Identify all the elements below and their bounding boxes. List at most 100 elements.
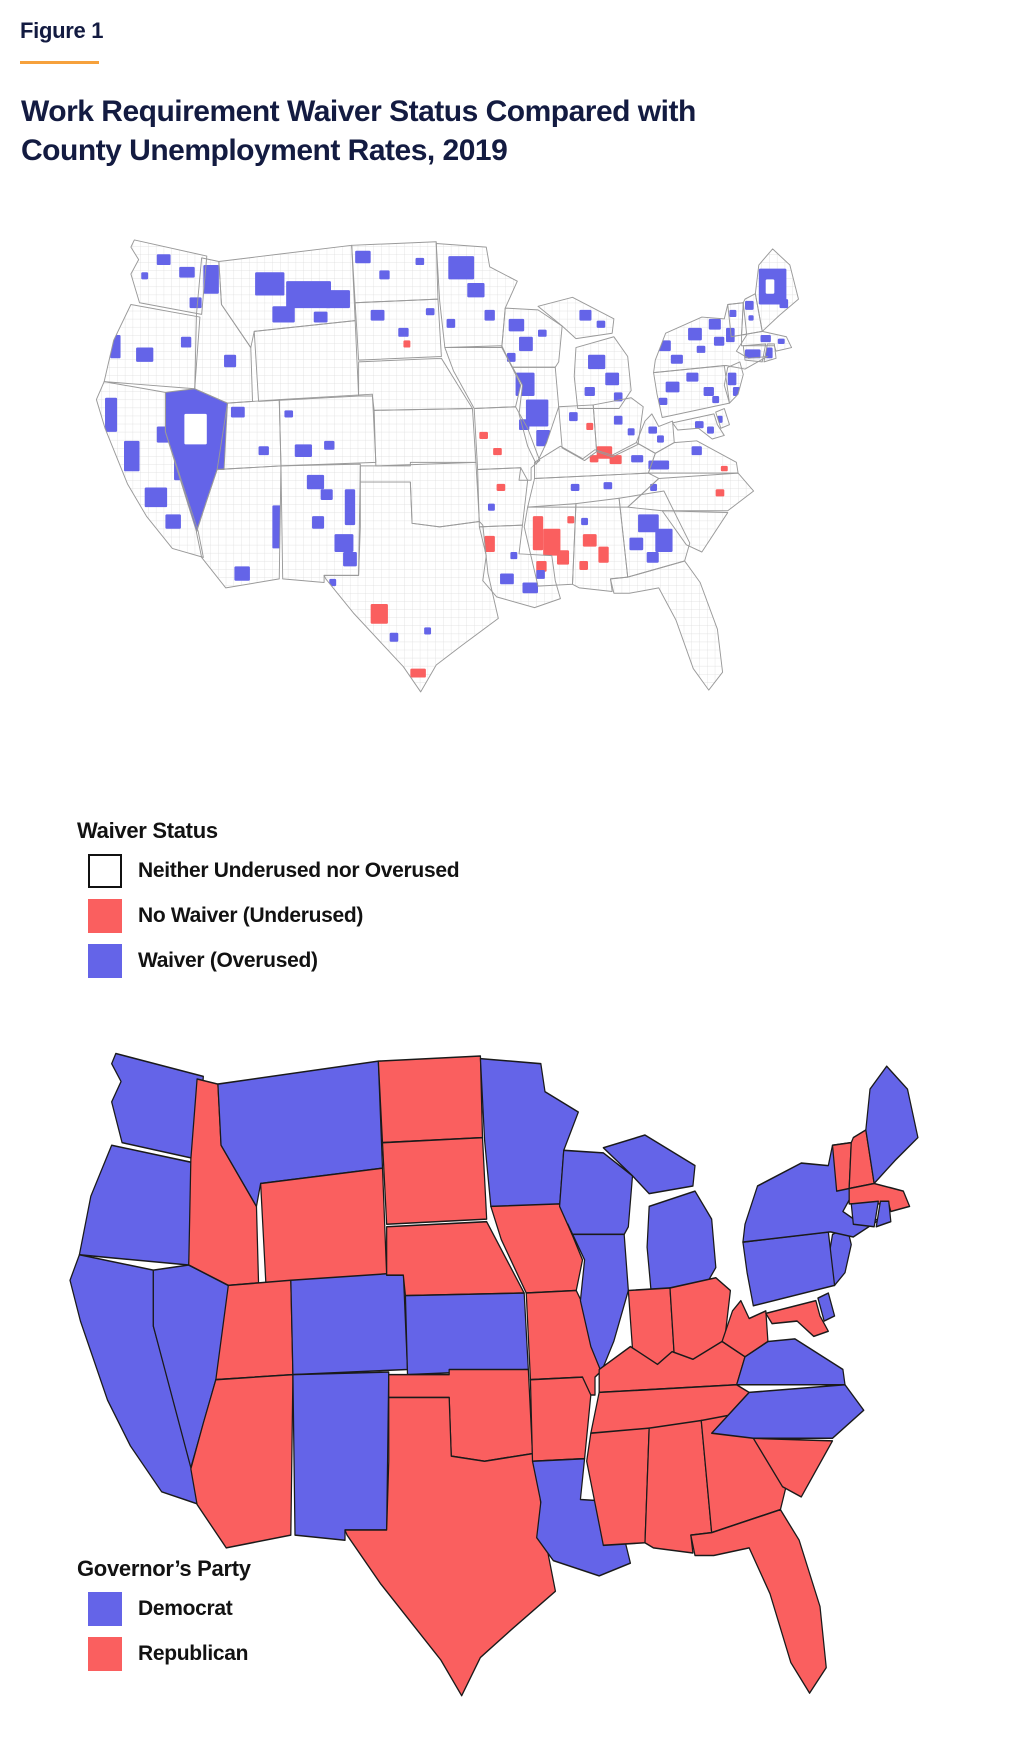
waiver-county-cluster — [655, 528, 673, 553]
state-nd-party — [377, 1055, 484, 1144]
waiver-county-cluster — [713, 336, 725, 346]
democrat-label: Democrat — [138, 1597, 233, 1620]
waiver-county-cluster — [174, 453, 188, 481]
waiver-status-legend: Waiver Status Neither Underused nor Over… — [77, 818, 460, 989]
waiver-county-cluster — [510, 552, 518, 560]
state-la-border — [478, 524, 561, 609]
page-title: Work Requirement Waiver Status Compared … — [21, 92, 696, 170]
waiver-county-cluster — [613, 415, 623, 425]
no-waiver-county-cluster — [403, 340, 411, 348]
governor-party-legend: Governor’s Party Democrat Republican — [77, 1556, 251, 1682]
waiver-county-cluster — [569, 412, 578, 422]
waiver-county-cluster — [579, 309, 592, 321]
state-wa-border — [130, 239, 208, 315]
waiver-county-cluster — [284, 410, 294, 418]
state-sc-border — [661, 510, 729, 553]
waiver-county-cluster — [230, 406, 245, 418]
state-wy-party — [260, 1167, 388, 1284]
waiver-legend-heading: Waiver Status — [77, 818, 218, 843]
waiver-county-cluster — [686, 372, 699, 382]
waiver-county-cluster — [657, 435, 664, 443]
state-in-border — [558, 404, 598, 462]
no-waiver-county-cluster — [410, 668, 426, 678]
waiver-county-cluster — [525, 399, 549, 427]
waiver-county-cluster — [670, 354, 683, 364]
waiver-county-cluster — [136, 347, 154, 362]
no-waiver-county-cluster — [567, 516, 575, 524]
waiver-county-cluster — [522, 582, 538, 594]
waiver-county-cluster — [631, 455, 644, 463]
state-nm-party — [292, 1371, 390, 1541]
waiver-county-cluster — [156, 254, 171, 266]
state-wv-border — [635, 413, 675, 454]
state-ia-border — [444, 345, 522, 410]
waiver-county-cluster — [306, 474, 325, 490]
waiver-county-cluster — [370, 309, 385, 321]
state-mi-party — [646, 1190, 717, 1294]
waiver-county-cluster — [324, 440, 335, 450]
no-waiver-county-cluster — [582, 534, 597, 547]
state-wa-party — [111, 1052, 204, 1161]
waiver-county-cluster — [629, 537, 644, 551]
governor-party-states — [69, 1052, 919, 1697]
state-fl-party — [690, 1508, 827, 1694]
waiver-county-cluster — [727, 372, 737, 386]
waiver-county-cluster — [665, 381, 680, 393]
state-ms-border — [523, 503, 577, 587]
waiver-county-cluster — [446, 318, 456, 328]
no-waiver-county-cluster — [536, 560, 547, 572]
waiver-county-cluster — [156, 426, 169, 443]
no-waiver-county-cluster — [543, 528, 561, 556]
waiver-county-cluster — [646, 552, 659, 563]
waiver-county-cluster — [688, 327, 702, 341]
no-waiver-county-cluster — [532, 516, 544, 551]
waiver-county-cluster — [415, 257, 425, 266]
waiver-county-cluster — [777, 338, 785, 344]
legend-row-no-waiver: No Waiver (Underused) — [88, 899, 459, 933]
waiver-county-cluster — [538, 329, 547, 337]
waiver-county-cluster — [355, 250, 371, 264]
waiver-county-cluster — [234, 566, 250, 581]
state-md-border — [672, 413, 725, 440]
no-waiver-county-cluster — [589, 455, 599, 463]
waiver-county-cluster — [570, 483, 580, 492]
waiver-county-cluster — [180, 336, 192, 348]
state-wi-party — [558, 1149, 634, 1236]
state-sc-party — [752, 1437, 834, 1498]
waiver-county-cluster — [638, 514, 659, 533]
waiver-county-cluster — [691, 446, 702, 456]
no-waiver-county-cluster — [556, 550, 570, 565]
waiver-swatch — [88, 944, 122, 978]
page-title-line2: County Unemployment Rates, 2019 — [21, 134, 508, 167]
waiver-county-cluster — [515, 372, 535, 396]
state-mi-party — [602, 1134, 696, 1195]
state-co-party — [290, 1271, 409, 1376]
state-or-border — [103, 304, 201, 390]
state-pa-party — [742, 1231, 836, 1307]
state-tx-party — [344, 1396, 557, 1697]
state-wi-border — [501, 307, 563, 368]
waiver-cluster-nevada — [165, 388, 228, 532]
no-waiver-county-cluster — [496, 483, 506, 492]
waiver-county-cluster — [424, 627, 432, 635]
waiver-county-cluster — [179, 266, 195, 278]
state-az-border — [195, 465, 282, 589]
state-oh-border — [592, 397, 644, 458]
state-mi-border — [537, 296, 615, 340]
waiver-county-cluster — [703, 387, 714, 396]
waiver-county-cluster — [581, 517, 589, 526]
state-il-border — [508, 359, 560, 465]
neither-county-hole — [765, 279, 775, 294]
waiver-county-cluster — [320, 489, 333, 500]
waiver-county-cluster — [694, 421, 704, 429]
no-waiver-county-cluster — [484, 535, 495, 553]
state-wv-party — [721, 1299, 769, 1358]
state-sd-border — [354, 298, 442, 361]
county-waiver-status-map — [95, 239, 799, 693]
no-waiver-county-cluster — [586, 422, 594, 431]
neither-swatch — [88, 854, 122, 888]
no-waiver-county-cluster — [579, 560, 589, 570]
state-de-party — [817, 1292, 836, 1322]
waiver-county-cluster — [272, 505, 281, 549]
state-md-party — [765, 1299, 829, 1338]
